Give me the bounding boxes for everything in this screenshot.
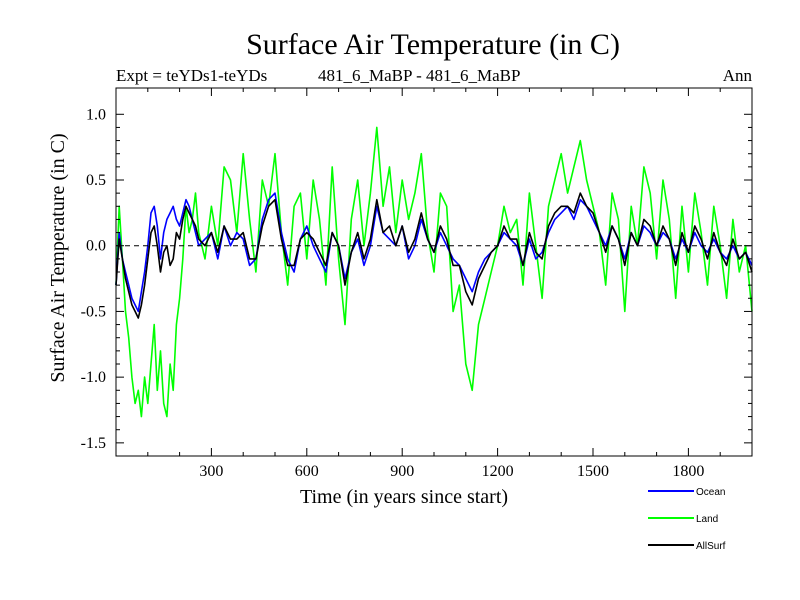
axis-ticks: 300 600 900 1200 1500 1800 -1.5 -1.0 -0.5 0.0 0.5 1…: [81, 88, 752, 480]
x-axis-label: Time (in years since start): [300, 486, 508, 508]
run-label: 481_6_MaBP - 481_6_MaBP: [318, 66, 521, 85]
y-tick-label: 0.0: [86, 238, 106, 255]
series-layer: [115, 126, 753, 418]
series-line-allsurf: [115, 192, 753, 319]
y-tick-label: -1.0: [81, 369, 106, 386]
x-tick-label: 600: [295, 463, 319, 480]
y-tick-label: 1.0: [86, 106, 106, 123]
period-label: Ann: [722, 66, 752, 85]
x-tick-label: 1200: [482, 463, 514, 480]
legend-label-ocean: Ocean: [696, 487, 725, 498]
x-tick-label: 300: [199, 463, 223, 480]
legend-label-allsurf: AllSurf: [696, 541, 726, 552]
legend-label-land: Land: [696, 514, 718, 525]
y-axis-label: Surface Air Temperature (in C): [47, 133, 69, 382]
y-tick-label: 0.5: [86, 172, 106, 189]
series-line-land: [115, 126, 753, 418]
legend: Ocean Land AllSurf: [648, 487, 726, 552]
y-tick-label: -1.5: [81, 435, 106, 452]
x-tick-label: 1800: [672, 463, 704, 480]
x-tick-label: 900: [390, 463, 414, 480]
experiment-label: Expt = teYDs1-teYDs: [116, 66, 268, 85]
x-tick-label: 1500: [577, 463, 609, 480]
chart-title: Surface Air Temperature (in C): [246, 28, 620, 61]
y-tick-label: -0.5: [81, 303, 106, 320]
